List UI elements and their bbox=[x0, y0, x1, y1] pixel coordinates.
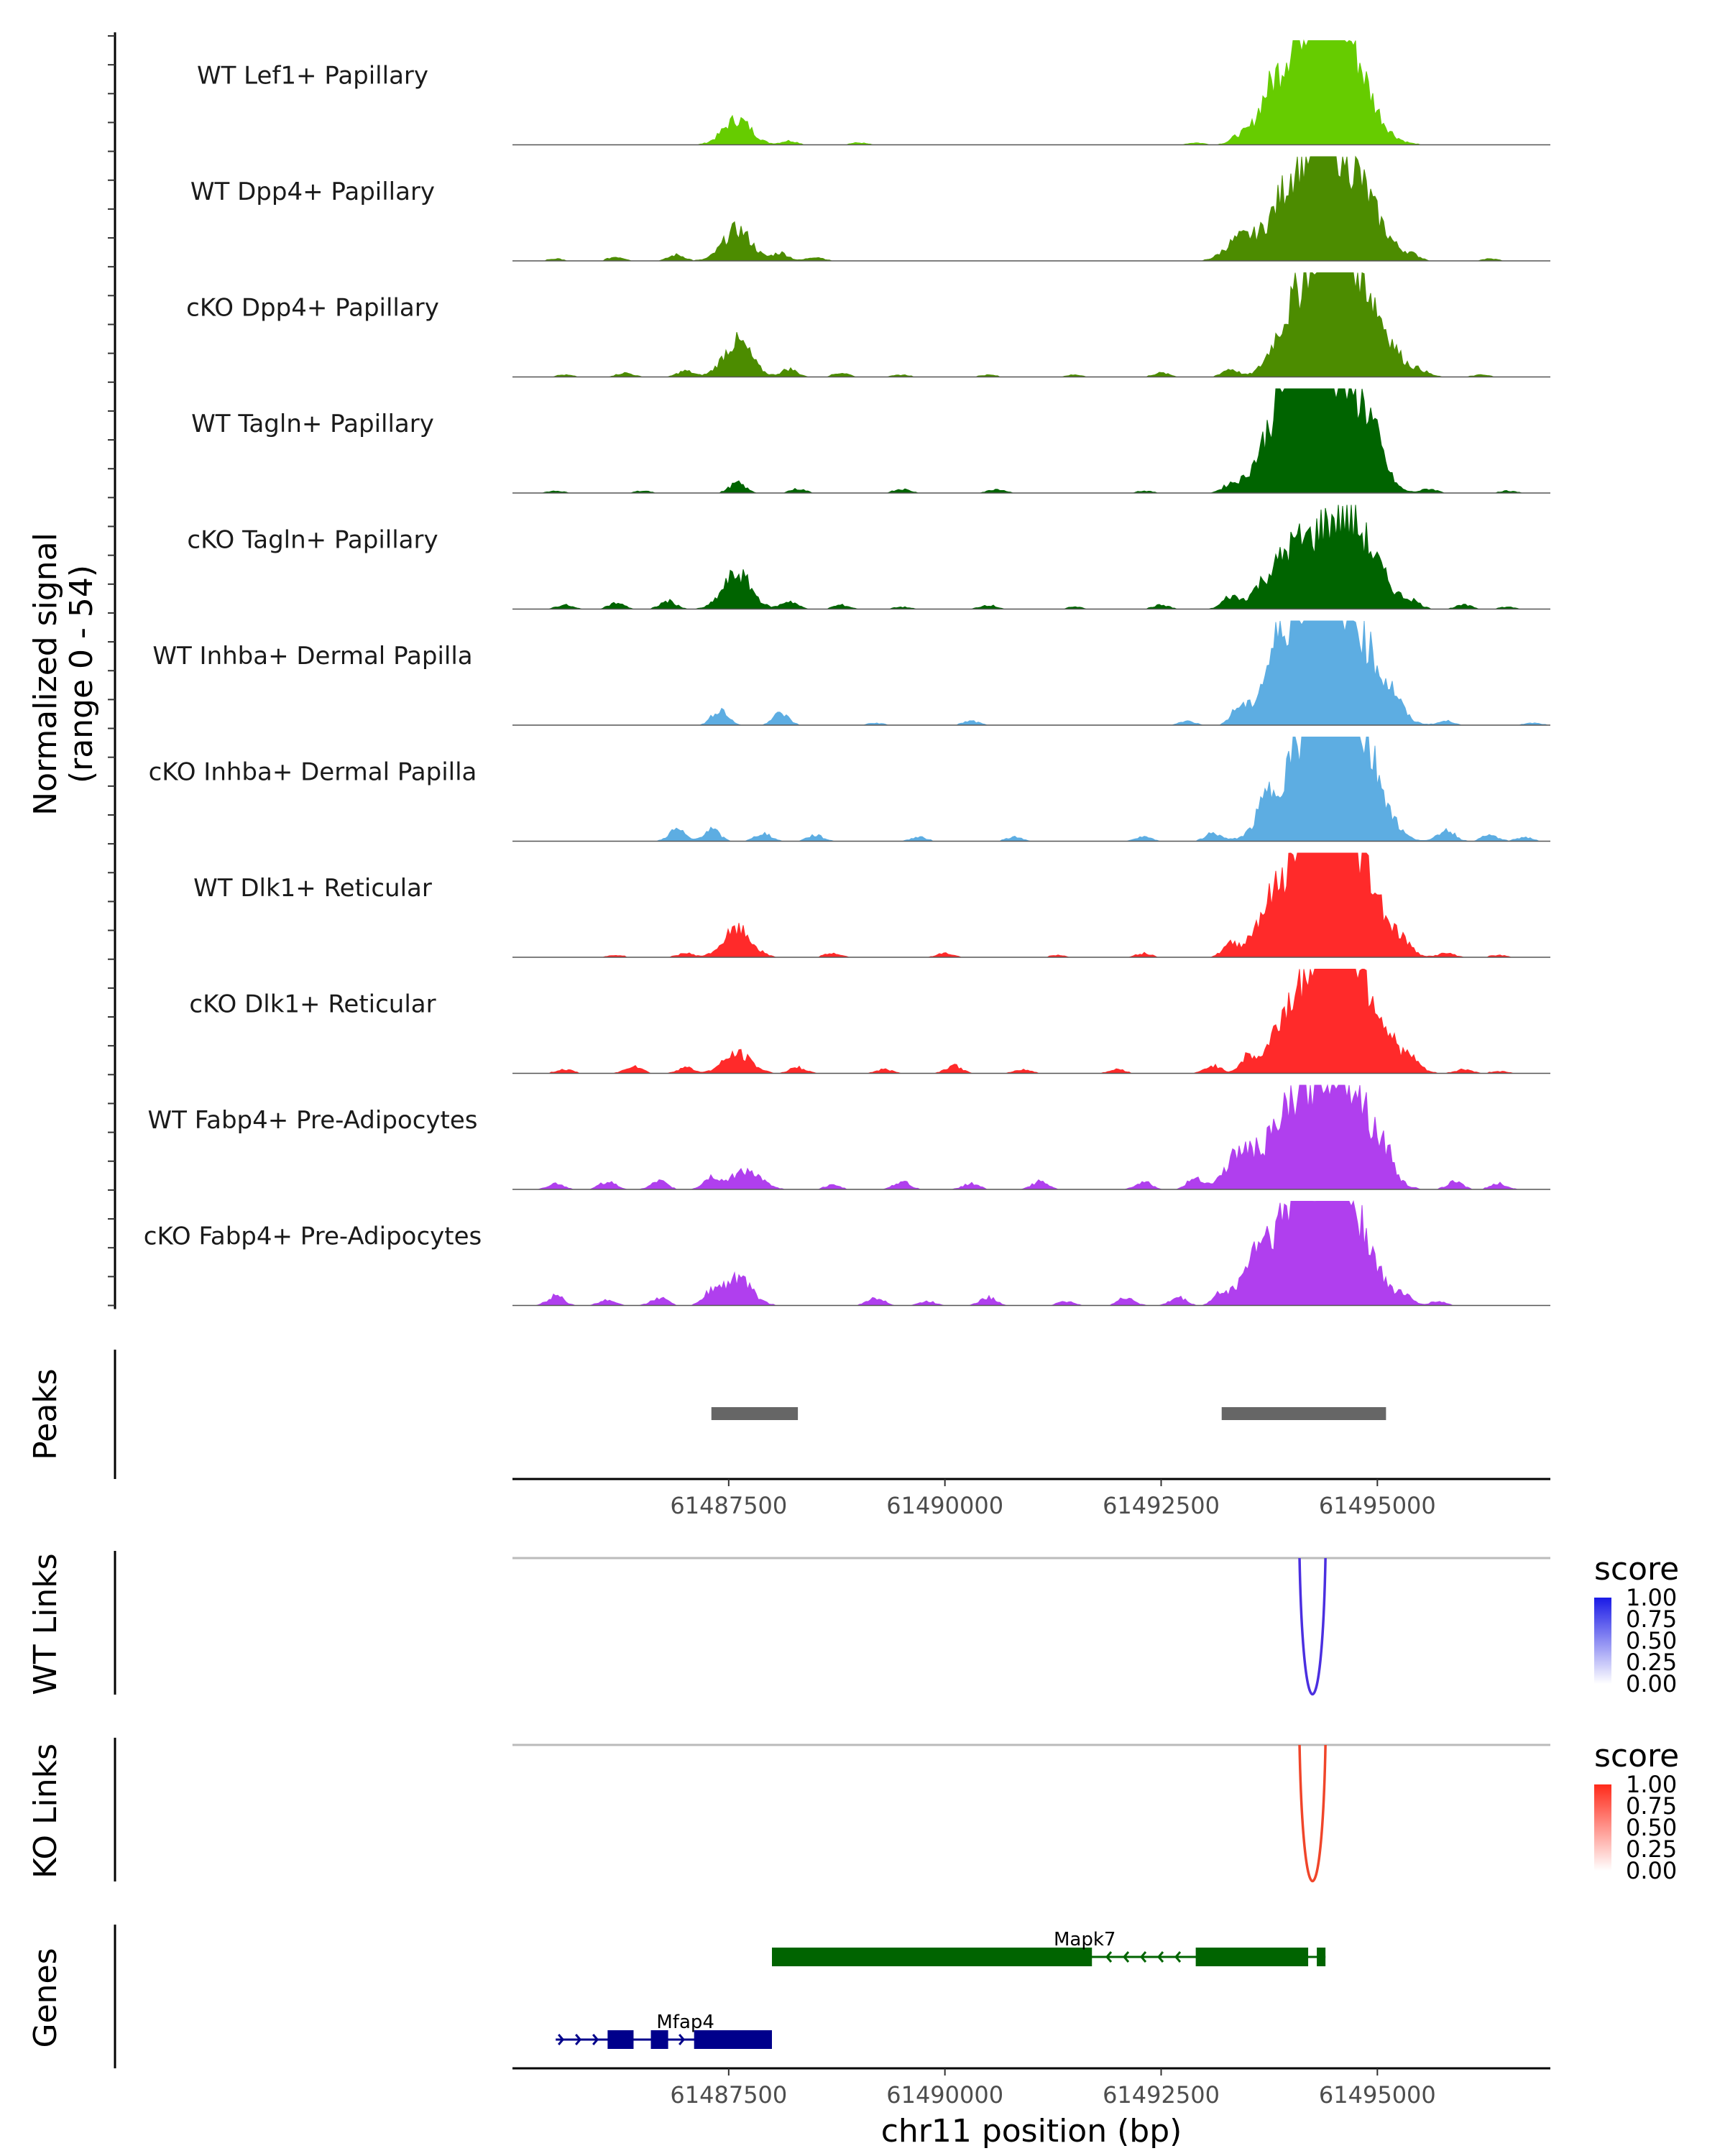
legend-tick-label: 1.00 bbox=[1626, 1584, 1677, 1611]
gene-exon bbox=[1317, 1948, 1326, 1966]
gene-model: Mapk7 bbox=[772, 1929, 1326, 1966]
coverage-area bbox=[512, 620, 1550, 726]
coverage-track-label: WT Lef1+ Papillary bbox=[197, 62, 428, 91]
x-axis-tick-label: 61495000 bbox=[1319, 1492, 1436, 1519]
coverage-track-label: WT Fabp4+ Pre-Adipocytes bbox=[148, 1106, 478, 1135]
gene-strand-arrow bbox=[575, 2034, 582, 2045]
gene-exon bbox=[1195, 1948, 1309, 1966]
coverage-y-label: Normalized signal bbox=[27, 533, 64, 816]
coverage-area bbox=[512, 969, 1550, 1074]
coverage-area bbox=[512, 1199, 1550, 1306]
coverage-y-axis bbox=[108, 32, 116, 1309]
legend-tick-label: 0.75 bbox=[1626, 1792, 1677, 1820]
legend-tick-label: 0.00 bbox=[1626, 1670, 1677, 1697]
coverage-track-label: WT Inhba+ Dermal Papilla bbox=[152, 642, 472, 671]
legend-tick-label: 0.25 bbox=[1626, 1835, 1677, 1863]
x-axis-tick-label: 61487500 bbox=[670, 2081, 787, 2109]
coverage-track: cKO Tagln+ Papillary bbox=[187, 505, 1550, 610]
gene-strand-arrow bbox=[1123, 1951, 1130, 1963]
wt-links-track bbox=[512, 1557, 1550, 1696]
gene-strand-arrow bbox=[1140, 1951, 1147, 1963]
coverage-track: WT Fabp4+ Pre-Adipocytes bbox=[148, 1084, 1550, 1190]
gene-strand-arrow bbox=[1174, 1951, 1182, 1963]
gene-name-label: Mapk7 bbox=[1054, 1929, 1116, 1950]
peaks-track-label: Peaks bbox=[27, 1368, 64, 1460]
peak-region bbox=[1221, 1407, 1386, 1420]
coverage-track: cKO Fabp4+ Pre-Adipocytes bbox=[144, 1199, 1550, 1307]
gene-exon bbox=[607, 2030, 634, 2049]
x-axis-tick-label: 61492500 bbox=[1103, 2081, 1220, 2109]
ko-links-track bbox=[512, 1743, 1550, 1883]
coverage-area bbox=[512, 155, 1550, 262]
coverage-track-label: cKO Inhba+ Dermal Papilla bbox=[149, 758, 477, 787]
coverage-track-label: WT Dpp4+ Papillary bbox=[190, 178, 435, 206]
link-arc bbox=[1298, 1557, 1327, 1696]
legend-tick-label: 0.50 bbox=[1626, 1627, 1677, 1654]
coverage-track: WT Dlk1+ Reticular bbox=[193, 852, 1550, 958]
coverage-area bbox=[512, 505, 1550, 609]
legend-colorbar bbox=[1594, 1598, 1611, 1684]
legend-title: score bbox=[1594, 1551, 1679, 1588]
gene-strand-arrow bbox=[1105, 1951, 1113, 1963]
coverage-track: WT Lef1+ Papillary bbox=[197, 39, 1550, 146]
genes-track: Mapk7 Mfap4 bbox=[556, 1929, 1326, 2049]
gene-strand-arrow bbox=[1157, 1951, 1164, 1963]
middle-x-axis: 61487500 61490000 61492500 61495000 bbox=[512, 1478, 1550, 1519]
x-axis-tick-label: 61492500 bbox=[1103, 1492, 1220, 1519]
gene-name-label: Mfap4 bbox=[656, 2012, 714, 2033]
bottom-x-axis: 61487500 61490000 61492500 61495000 bbox=[512, 2067, 1550, 2109]
gene-strand-arrow bbox=[678, 2034, 686, 2045]
coverage-track-label: WT Dlk1+ Reticular bbox=[193, 874, 432, 903]
coverage-track-label: cKO Tagln+ Papillary bbox=[187, 526, 438, 555]
x-axis-tick-label: 61495000 bbox=[1319, 2081, 1436, 2109]
coverage-tracks: WT Lef1+ Papillary WT Dpp4+ Papillary cKO … bbox=[144, 39, 1550, 1307]
legend-tick-label: 0.50 bbox=[1626, 1814, 1677, 1841]
peak-region bbox=[711, 1407, 799, 1420]
coverage-area bbox=[512, 39, 1550, 145]
coverage-track: WT Inhba+ Dermal Papilla bbox=[152, 620, 1550, 726]
peaks-track bbox=[711, 1407, 1386, 1420]
ko-links-track-label: KO Links bbox=[27, 1743, 64, 1879]
x-axis-tick-label: 61490000 bbox=[886, 2081, 1003, 2109]
link-arc bbox=[1298, 1744, 1327, 1883]
gene-strand-arrow bbox=[558, 2034, 565, 2045]
coverage-track-label: cKO Dpp4+ Papillary bbox=[186, 294, 439, 323]
coverage-track: WT Dpp4+ Papillary bbox=[190, 155, 1550, 262]
legend-colorbar bbox=[1594, 1784, 1611, 1871]
coverage-y-range-label: (range 0 - 54) bbox=[63, 565, 100, 783]
legend-tick-label: 0.25 bbox=[1626, 1649, 1677, 1676]
gene-exon bbox=[694, 2030, 772, 2049]
x-axis-tick-label: 61487500 bbox=[670, 1492, 787, 1519]
gene-model: Mfap4 bbox=[556, 2012, 772, 2049]
legend-title: score bbox=[1594, 1738, 1679, 1774]
x-axis-title: chr11 position (bp) bbox=[881, 2113, 1182, 2150]
x-axis-tick-label: 61490000 bbox=[886, 1492, 1003, 1519]
wt-links-track-label: WT Links bbox=[27, 1553, 64, 1695]
coverage-track: WT Tagln+ Papillary bbox=[191, 388, 1550, 494]
coverage-area bbox=[512, 852, 1550, 958]
coverage-area bbox=[512, 272, 1550, 377]
gene-exon bbox=[650, 2030, 668, 2049]
coverage-track: cKO Inhba+ Dermal Papilla bbox=[149, 737, 1550, 842]
legend-tick-label: 0.00 bbox=[1626, 1857, 1677, 1884]
coverage-track: cKO Dpp4+ Papillary bbox=[186, 272, 1550, 378]
coverage-area bbox=[512, 737, 1550, 842]
coverage-track-label: WT Tagln+ Papillary bbox=[191, 410, 434, 438]
genes-track-label: Genes bbox=[27, 1948, 64, 2047]
coverage-area bbox=[512, 388, 1550, 494]
legend-tick-label: 0.75 bbox=[1626, 1606, 1677, 1633]
coverage-area bbox=[512, 1084, 1550, 1190]
coverage-track-label: cKO Fabp4+ Pre-Adipocytes bbox=[144, 1222, 482, 1251]
coverage-track: cKO Dlk1+ Reticular bbox=[189, 969, 1550, 1074]
legend-tick-label: 1.00 bbox=[1626, 1771, 1677, 1798]
coverage-track-label: cKO Dlk1+ Reticular bbox=[189, 990, 436, 1019]
gene-strand-arrow bbox=[592, 2034, 599, 2045]
gene-exon bbox=[772, 1948, 1092, 1966]
